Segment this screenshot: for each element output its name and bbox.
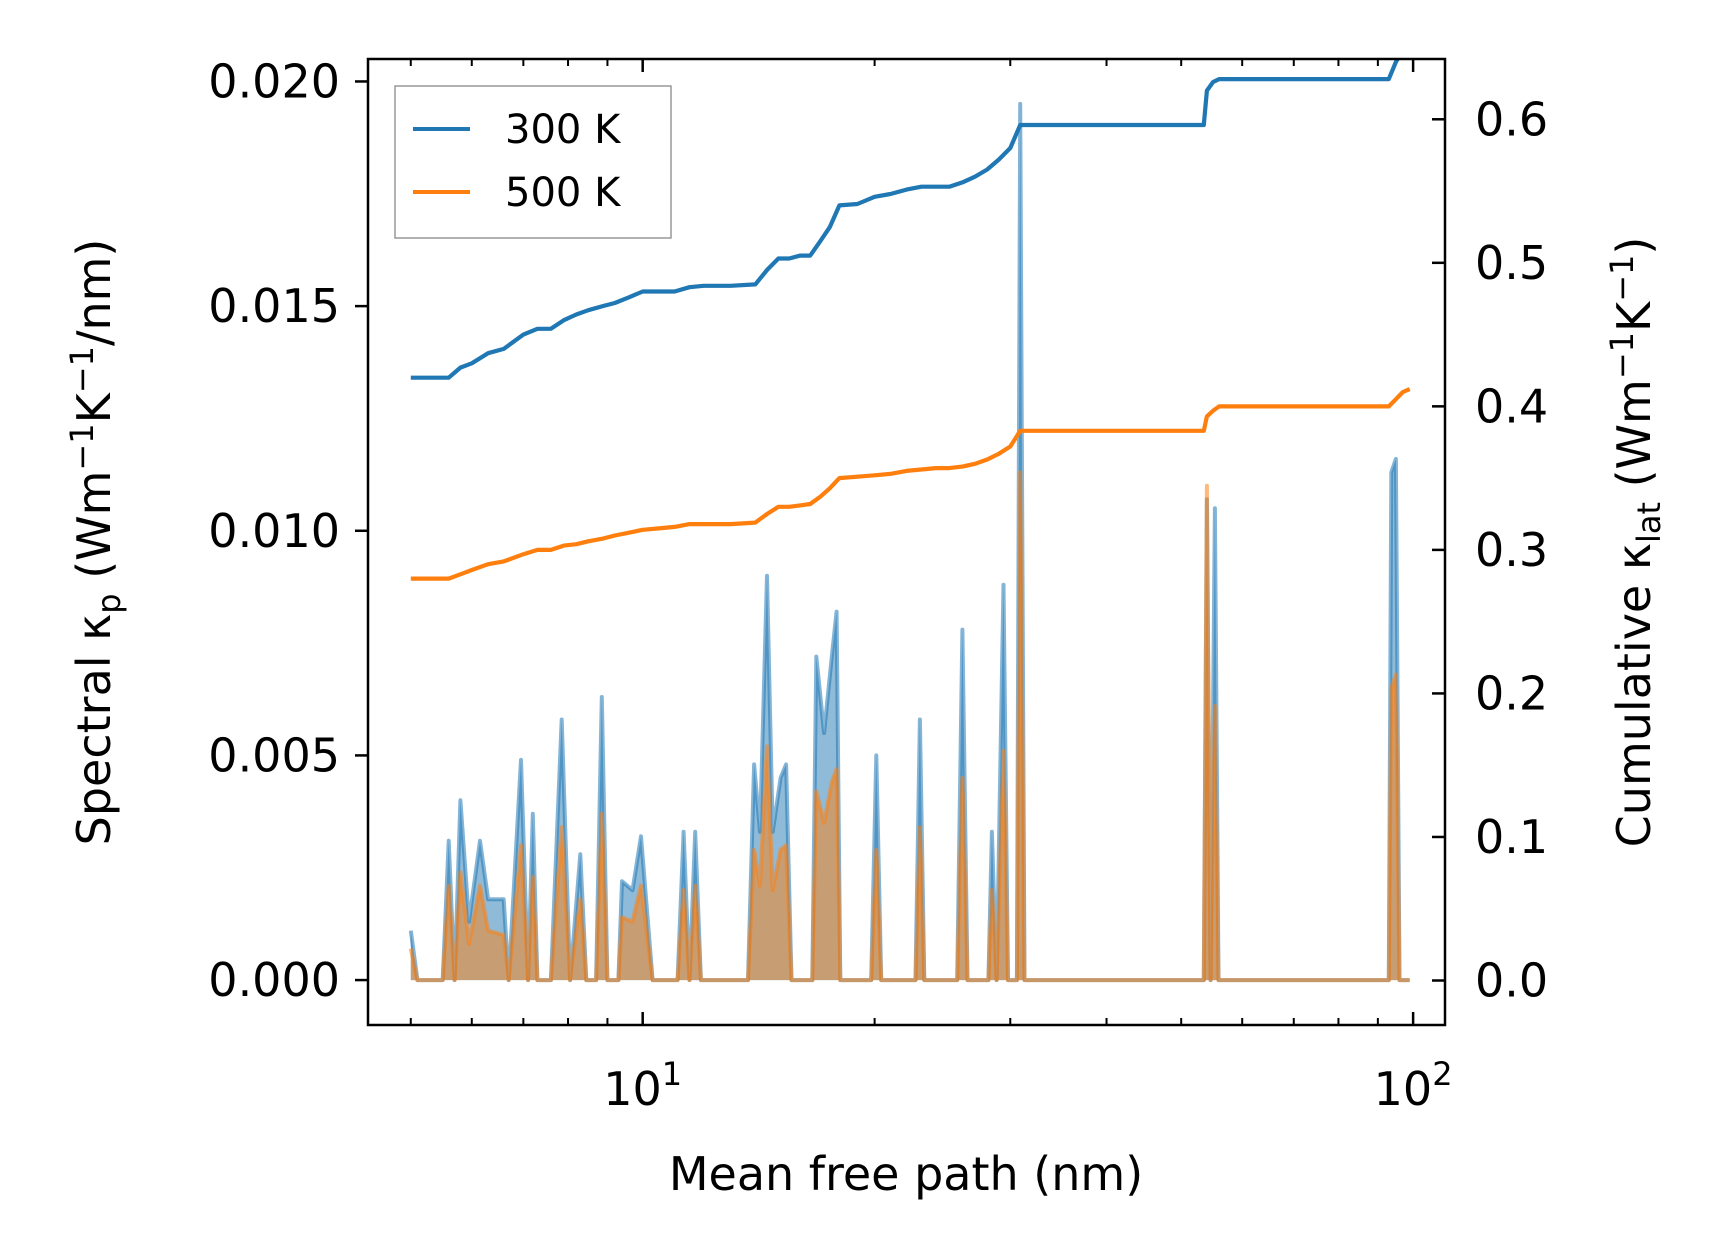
legend-label-500k: 500 K bbox=[505, 170, 622, 216]
cumulative-layer bbox=[410, 59, 1411, 581]
x-axis-title: Mean free path (nm) bbox=[669, 1147, 1143, 1201]
plot-frame bbox=[366, 57, 1447, 1027]
y-left-tick-label: 0.005 bbox=[208, 728, 340, 782]
y-right-tick-label: 0.3 bbox=[1475, 523, 1548, 577]
legend: 300 K 500 K bbox=[394, 85, 672, 239]
y-axis-right-title: Cumulative κlat (Wm−1K−1) bbox=[1603, 237, 1668, 848]
y-left-tick-label: 0.000 bbox=[208, 953, 340, 1007]
legend-frame bbox=[394, 85, 672, 239]
y-right-tick-label: 0.1 bbox=[1475, 810, 1548, 864]
y-right-tick-label: 0.2 bbox=[1475, 666, 1548, 720]
y-right-tick-label: 0.6 bbox=[1475, 92, 1548, 146]
ticks-layer: 0.000 0.005 0.010 0.015 0.020 0.0 0.1 0.2 0.3 0.4… bbox=[208, 54, 1548, 1116]
y-left-tick-label: 0.010 bbox=[208, 504, 340, 558]
cumulative-line-300k bbox=[410, 59, 1401, 380]
spectral-layer bbox=[408, 101, 1410, 983]
cumulative-line-500k bbox=[410, 387, 1411, 581]
y-right-tick-label: 0.4 bbox=[1475, 379, 1548, 433]
y-left-tick-label: 0.020 bbox=[208, 54, 340, 108]
y-axis-left-title: Spectral κp (Wm−1K−1/nm) bbox=[63, 239, 128, 846]
x-tick-label: 101 bbox=[603, 1055, 682, 1116]
spectral-line-500k bbox=[408, 470, 1410, 983]
x-tick-label: 102 bbox=[1374, 1055, 1453, 1116]
legend-label-300k: 300 K bbox=[505, 107, 622, 153]
y-right-tick-label: 0.5 bbox=[1475, 236, 1548, 290]
y-right-tick-label: 0.0 bbox=[1475, 954, 1548, 1008]
y-left-tick-label: 0.015 bbox=[208, 279, 340, 333]
